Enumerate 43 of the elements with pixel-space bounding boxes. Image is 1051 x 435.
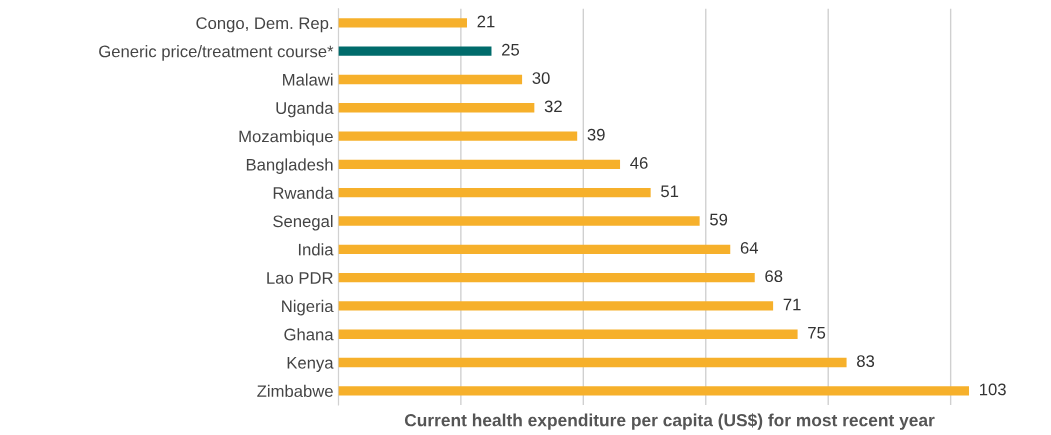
bar — [338, 357, 847, 368]
y-tick-label: Senegal — [273, 214, 333, 231]
data-label: 64 — [740, 241, 759, 254]
data-label: 59 — [710, 213, 728, 226]
x-axis-title: Current health expenditure per capita (US$) for most recent year — [404, 413, 935, 430]
data-label: 32 — [544, 100, 562, 113]
y-tick-label: Mozambique — [239, 130, 333, 146]
data-label: 103 — [980, 383, 1006, 396]
bar — [338, 244, 731, 254]
data-label: 30 — [532, 72, 550, 84]
data-label: 46 — [630, 157, 648, 169]
bar — [338, 301, 774, 311]
bar — [338, 46, 492, 56]
y-tick-label: Rwanda — [273, 186, 334, 199]
data-label: 51 — [661, 185, 679, 198]
bar — [338, 386, 970, 396]
y-tick-label: Kenya — [287, 357, 334, 373]
bar — [338, 188, 651, 198]
y-tick-label: Zimbabwe — [257, 384, 333, 398]
bar — [338, 74, 523, 85]
y-tick-label: Generic price/treatment course* — [99, 45, 334, 61]
data-label: 68 — [765, 270, 783, 283]
y-tick-label: Uganda — [276, 101, 334, 118]
y-tick-label: Bangladesh — [246, 158, 333, 174]
y-tick-label: Nigeria — [282, 299, 334, 316]
y-tick-label: India — [298, 243, 334, 256]
data-label: 75 — [808, 327, 826, 339]
bar — [338, 159, 621, 170]
y-tick-label: Malawi — [283, 73, 333, 86]
bar — [338, 103, 535, 113]
data-label: 71 — [783, 298, 801, 311]
data-label: 21 — [477, 15, 495, 28]
bar — [338, 131, 578, 141]
y-tick-label: Ghana — [284, 328, 334, 341]
y-tick-label: Congo, Dem. Rep. — [196, 17, 333, 33]
data-label: 83 — [857, 355, 875, 367]
bar — [338, 216, 700, 226]
bar — [338, 329, 798, 339]
bar — [338, 18, 467, 28]
data-label: 39 — [587, 128, 605, 141]
y-tick-label: Lao PDR — [267, 272, 333, 284]
data-label: 25 — [502, 43, 520, 56]
bar — [338, 272, 755, 283]
